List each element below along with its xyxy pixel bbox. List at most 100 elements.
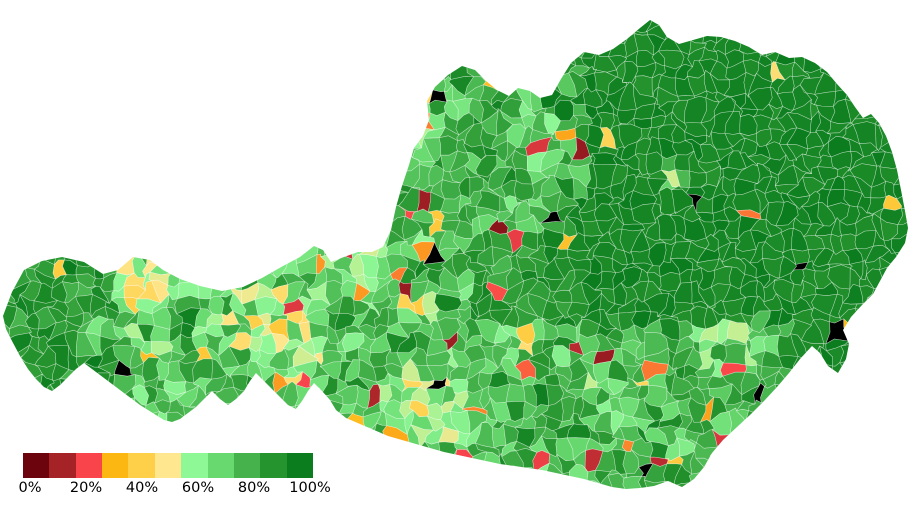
municipality: [224, 502, 238, 512]
municipality: [893, 139, 908, 159]
municipality: [800, 451, 825, 469]
municipality: [110, 62, 136, 84]
municipality: [281, 403, 305, 421]
municipality: [203, 20, 224, 34]
municipality: [193, 20, 214, 31]
municipality: [78, 113, 95, 133]
municipality: [110, 20, 133, 24]
municipality: [74, 183, 97, 197]
municipality: [70, 20, 94, 29]
municipality: [708, 452, 724, 472]
municipality: [894, 293, 908, 318]
municipality: [892, 117, 908, 136]
municipality: [891, 332, 908, 357]
municipality: [21, 394, 46, 409]
municipality: [280, 189, 301, 204]
municipality: [897, 456, 908, 473]
municipality: [611, 2, 627, 17]
municipality: [104, 0, 116, 19]
municipality: [72, 203, 90, 226]
municipality: [61, 33, 80, 51]
municipality: [894, 311, 907, 332]
municipality: [9, 104, 30, 116]
municipality: [189, 102, 211, 118]
municipality: [119, 85, 136, 105]
municipality: [98, 49, 115, 69]
municipality: [776, 482, 795, 489]
municipality: [812, 37, 838, 58]
municipality: [49, 384, 68, 409]
municipality: [75, 229, 98, 251]
municipality: [3, 406, 15, 420]
municipality: [397, 102, 413, 119]
municipality: [34, 418, 52, 433]
legend-swatch: [23, 453, 50, 478]
municipality: [396, 20, 423, 33]
municipality: [529, 81, 547, 91]
municipality: [164, 163, 188, 182]
municipality: [882, 78, 901, 96]
municipality: [891, 425, 908, 444]
municipality: [505, 34, 523, 58]
municipality: [493, 20, 511, 29]
municipality: [865, 461, 889, 478]
municipality: [305, 98, 328, 121]
municipality: [402, 446, 420, 452]
municipality: [856, 448, 877, 465]
municipality: [3, 90, 16, 111]
municipality: [632, 0, 655, 18]
municipality: [724, 489, 739, 510]
municipality: [358, 118, 381, 133]
municipality: [345, 119, 362, 130]
municipality: [779, 453, 798, 469]
municipality: [164, 88, 188, 109]
municipality: [7, 432, 30, 441]
municipality: [168, 20, 189, 40]
municipality: [818, 20, 830, 26]
municipality: [124, 125, 152, 143]
municipality: [47, 164, 64, 183]
municipality: [468, 0, 487, 18]
municipality: [3, 270, 17, 292]
municipality: [292, 230, 319, 249]
municipality: [884, 299, 900, 318]
municipality: [332, 65, 354, 84]
municipality: [527, 20, 547, 29]
municipality: [305, 214, 331, 236]
municipality: [452, 503, 472, 512]
municipality: [85, 20, 109, 37]
municipality: [3, 386, 16, 409]
municipality: [3, 462, 15, 486]
municipality: [50, 88, 68, 110]
municipality: [214, 268, 236, 289]
municipality: [124, 192, 145, 210]
municipality: [843, 373, 858, 393]
municipality: [281, 220, 297, 232]
municipality: [143, 208, 160, 226]
municipality: [79, 104, 95, 120]
municipality: [455, 51, 469, 64]
municipality: [763, 450, 787, 469]
municipality: [111, 20, 130, 41]
municipality: [513, 73, 533, 91]
municipality: [221, 37, 234, 57]
municipality: [49, 405, 68, 422]
municipality: [840, 411, 864, 430]
municipality: [361, 468, 376, 485]
municipality: [190, 197, 215, 211]
municipality: [340, 1, 357, 16]
municipality: [623, 20, 634, 30]
municipality: [163, 113, 183, 130]
municipality: [829, 492, 849, 512]
municipality: [140, 99, 153, 120]
municipality: [268, 157, 290, 170]
municipality: [258, 47, 280, 71]
municipality: [388, 448, 406, 474]
municipality: [455, 489, 466, 511]
municipality: [268, 250, 290, 264]
municipality: [716, 469, 726, 484]
municipality: [324, 0, 344, 17]
municipality: [870, 63, 884, 83]
municipality: [854, 81, 873, 98]
municipality: [896, 78, 908, 89]
